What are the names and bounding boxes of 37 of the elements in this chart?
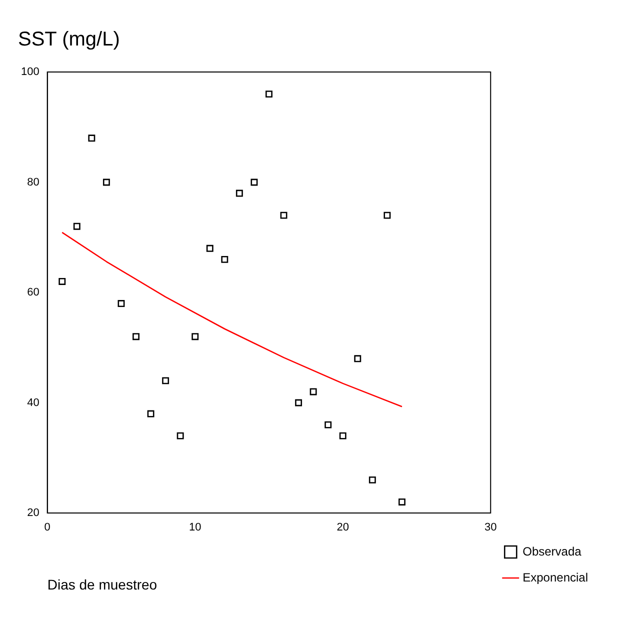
point bbox=[398, 498, 406, 506]
point bbox=[147, 410, 154, 418]
point bbox=[162, 377, 170, 384]
point bbox=[354, 355, 362, 362]
point bbox=[73, 222, 80, 230]
point bbox=[88, 134, 96, 142]
point bbox=[280, 212, 288, 219]
x-tick-label: 20 bbox=[336, 522, 349, 534]
point bbox=[176, 432, 184, 440]
legend-label: Observada bbox=[522, 544, 582, 558]
x-tick-label: 10 bbox=[188, 522, 202, 534]
y-tick-label: 40 bbox=[27, 396, 40, 409]
point bbox=[118, 300, 125, 308]
chart-title: SST (mg/L) bbox=[18, 28, 120, 51]
point bbox=[206, 244, 214, 252]
point bbox=[132, 333, 140, 340]
point bbox=[58, 278, 66, 285]
y-tick-label: 100 bbox=[20, 66, 40, 78]
point bbox=[192, 333, 199, 340]
point bbox=[250, 178, 258, 186]
point bbox=[295, 399, 302, 406]
y-tick-label: 60 bbox=[27, 286, 40, 299]
y-tick-label: 20 bbox=[27, 507, 40, 520]
point bbox=[368, 476, 376, 484]
point bbox=[310, 388, 317, 396]
y-tick-label: 80 bbox=[27, 176, 40, 188]
point bbox=[339, 432, 346, 440]
x-axis-title: Dias de muestreo bbox=[47, 576, 158, 592]
point bbox=[324, 421, 332, 428]
point bbox=[221, 256, 228, 263]
x-tick-label: 0 bbox=[44, 522, 50, 534]
point bbox=[236, 190, 243, 197]
x-tick-label: 30 bbox=[484, 522, 497, 534]
legend-label: Exponencial bbox=[522, 570, 588, 584]
point bbox=[384, 212, 391, 219]
point bbox=[266, 90, 272, 98]
point bbox=[102, 178, 110, 186]
